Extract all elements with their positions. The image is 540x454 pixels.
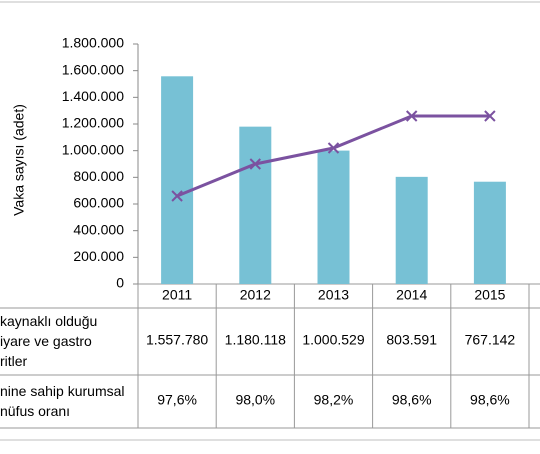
x-tick-label: 2014 (396, 287, 427, 303)
y-tick-label: 200.000 (73, 248, 124, 264)
x-tick-label: 2012 (240, 287, 271, 303)
marker (249, 158, 262, 170)
y-tick-label: 600.000 (73, 195, 124, 211)
marker (405, 110, 418, 122)
y-tick-label: 1.200.000 (62, 115, 124, 131)
y-tick-label: 1.000.000 (62, 141, 124, 157)
x-tick-label: 2013 (318, 287, 349, 303)
table-value: 767.142 (465, 332, 516, 348)
bar (161, 76, 194, 285)
table-value: 98,2% (314, 392, 354, 408)
y-tick-label: 1.400.000 (62, 88, 124, 104)
bar (395, 176, 428, 284)
x-tick-label: 2015 (474, 287, 505, 303)
marker (327, 142, 340, 154)
y-tick-label: 0 (116, 275, 124, 291)
row-name: nine sahip kurumsal nüfus oranı (0, 383, 125, 419)
table-value: 98,0% (235, 392, 275, 408)
x-tick-label: 2011 (162, 287, 192, 303)
table-value: 98,6% (470, 392, 510, 408)
y-axis-label: Vaka sayısı (adet) (11, 104, 27, 216)
table-value: 98,6% (392, 392, 432, 408)
bar (317, 150, 350, 284)
y-tick-label: 1.600.000 (62, 61, 124, 77)
y-tick-label: 400.000 (73, 221, 124, 237)
marker (171, 190, 183, 202)
row-name: kaynaklı olduğu iyare ve gastro ritler (0, 313, 98, 369)
y-tick-label: 800.000 (73, 168, 124, 184)
table-value: 1.180.118 (225, 332, 286, 348)
table-value: 803.591 (386, 332, 437, 348)
table-value: 97,6% (157, 392, 197, 408)
table-value: 1.000.529 (302, 332, 364, 348)
y-tick-label: 1.800.000 (62, 35, 124, 51)
marker (484, 110, 496, 122)
bar (239, 126, 272, 284)
table-value: 1.557.780 (146, 332, 208, 348)
bar (473, 181, 506, 284)
